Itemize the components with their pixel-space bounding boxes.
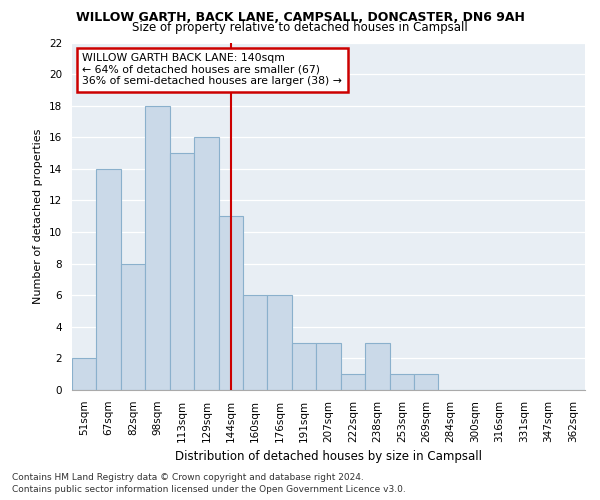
Text: Size of property relative to detached houses in Campsall: Size of property relative to detached ho… bbox=[132, 21, 468, 34]
Text: Contains HM Land Registry data © Crown copyright and database right 2024.: Contains HM Land Registry data © Crown c… bbox=[12, 472, 364, 482]
Bar bbox=[243, 295, 268, 390]
Bar bbox=[292, 342, 316, 390]
Bar bbox=[414, 374, 439, 390]
Text: WILLOW GARTH, BACK LANE, CAMPSALL, DONCASTER, DN6 9AH: WILLOW GARTH, BACK LANE, CAMPSALL, DONCA… bbox=[76, 11, 524, 24]
Bar bbox=[145, 106, 170, 390]
Bar bbox=[365, 342, 389, 390]
Bar bbox=[121, 264, 145, 390]
Bar bbox=[316, 342, 341, 390]
Bar bbox=[194, 138, 218, 390]
Y-axis label: Number of detached properties: Number of detached properties bbox=[34, 128, 43, 304]
Text: WILLOW GARTH BACK LANE: 140sqm
← 64% of detached houses are smaller (67)
36% of : WILLOW GARTH BACK LANE: 140sqm ← 64% of … bbox=[82, 53, 342, 86]
Bar bbox=[72, 358, 97, 390]
Bar bbox=[268, 295, 292, 390]
Bar bbox=[341, 374, 365, 390]
Bar bbox=[389, 374, 414, 390]
Bar bbox=[170, 153, 194, 390]
Bar bbox=[97, 169, 121, 390]
Text: Contains public sector information licensed under the Open Government Licence v3: Contains public sector information licen… bbox=[12, 485, 406, 494]
Bar bbox=[218, 216, 243, 390]
X-axis label: Distribution of detached houses by size in Campsall: Distribution of detached houses by size … bbox=[175, 450, 482, 463]
